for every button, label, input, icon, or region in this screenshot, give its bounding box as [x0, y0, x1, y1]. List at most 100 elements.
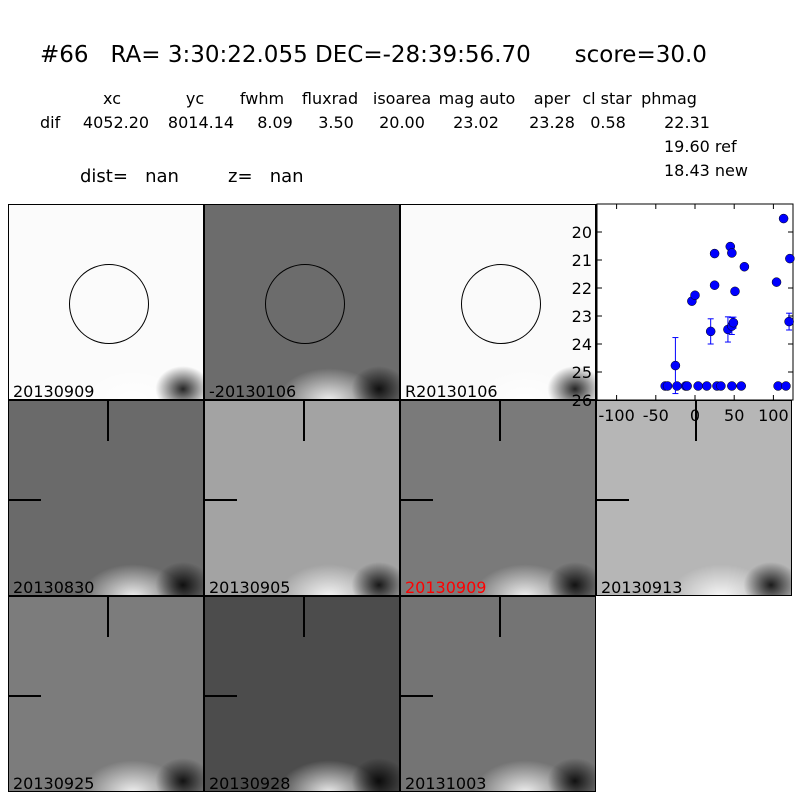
- column-header: aper: [533, 89, 571, 108]
- column-header: yc: [185, 89, 205, 108]
- dark-blob: [545, 560, 595, 595]
- image-stamp: 20130928: [204, 596, 400, 792]
- row-label: dif: [40, 113, 61, 132]
- stamp-date-label: 20130905: [209, 578, 291, 596]
- data-point: [693, 381, 703, 391]
- column-value: 0.58: [590, 113, 626, 132]
- data-point: [682, 381, 692, 391]
- crosshair-horizontal: [9, 499, 41, 501]
- y-tick-label: 26: [572, 391, 592, 410]
- aperture-circle: [69, 264, 149, 344]
- image-stamp: -20130106: [204, 204, 400, 400]
- crosshair-vertical: [499, 401, 501, 441]
- y-tick-label: 22: [572, 279, 592, 298]
- y-tick-label: 24: [572, 335, 592, 354]
- data-point: [690, 290, 700, 301]
- dark-blob: [349, 364, 399, 399]
- crosshair-vertical: [107, 401, 109, 441]
- column-value: 22.31: [664, 113, 710, 132]
- dark-blob: [741, 560, 791, 595]
- stamp-date-label: 20130909: [405, 578, 487, 596]
- column-header: mag auto: [438, 89, 516, 108]
- dark-blob: [153, 364, 203, 399]
- data-point: [709, 248, 720, 259]
- data-point: [730, 286, 740, 297]
- data-point: [778, 213, 789, 224]
- data-point: [736, 381, 747, 391]
- column-value: 23.02: [453, 113, 499, 132]
- crosshair-vertical: [303, 597, 305, 637]
- x-tick-label: -50: [643, 406, 669, 425]
- data-point: [716, 381, 726, 391]
- column-header: phmag: [641, 89, 697, 108]
- stamp-date-label: 20130830: [13, 578, 95, 596]
- column-value: 23.28: [529, 113, 575, 132]
- column-value: 3.50: [318, 113, 354, 132]
- image-stamp: 20130909: [400, 400, 596, 596]
- data-point: [709, 280, 720, 290]
- data-point: [728, 317, 739, 328]
- x-tick-label: -100: [598, 406, 634, 425]
- crosshair-vertical: [303, 401, 305, 441]
- image-stamp: 20130830: [8, 400, 204, 596]
- ref-mag: 19.60 ref: [664, 137, 737, 156]
- data-point: [727, 248, 737, 258]
- image-stamp: R20130106: [400, 204, 596, 400]
- crosshair-vertical: [499, 597, 501, 637]
- data-point: [739, 261, 750, 272]
- column-header: fwhm: [239, 89, 285, 108]
- stamp-date-label: 20130925: [13, 774, 95, 792]
- data-point: [784, 316, 794, 327]
- image-stamp: 20130909: [8, 204, 204, 400]
- stamp-date-label: 20130909: [13, 382, 95, 400]
- image-stamp: 20130913: [596, 400, 792, 596]
- dark-blob: [153, 756, 203, 791]
- x-tick-label: 0: [690, 406, 700, 425]
- data-point: [727, 381, 737, 391]
- candidate-title: #66 RA= 3:30:22.055 DEC=-28:39:56.70 sco…: [40, 42, 707, 68]
- y-tick-label: 21: [572, 251, 592, 270]
- data-point: [670, 360, 681, 371]
- x-tick-label: 50: [724, 406, 744, 425]
- column-value: 8014.14: [167, 113, 235, 132]
- data-point: [781, 381, 791, 391]
- crosshair-horizontal: [9, 695, 41, 697]
- column-value: 8.09: [257, 113, 293, 132]
- crosshair-horizontal: [401, 695, 433, 697]
- dark-blob: [545, 756, 595, 791]
- dark-blob: [349, 560, 399, 595]
- column-header: cl star: [582, 89, 632, 108]
- image-stamp: 20131003: [400, 596, 596, 792]
- crosshair-horizontal: [597, 499, 629, 501]
- z-label: z= nan: [228, 166, 304, 187]
- crosshair-horizontal: [401, 499, 433, 501]
- data-point: [672, 381, 682, 391]
- column-header: fluxrad: [301, 89, 359, 108]
- x-tick-label: 100: [758, 406, 789, 425]
- column-value: 20.00: [379, 113, 425, 132]
- image-stamp: 20130905: [204, 400, 400, 596]
- light-curve-plot: -100 -50 0 50 100 20 21 22 23 24 25 26: [572, 203, 795, 425]
- column-header: xc: [103, 89, 121, 108]
- data-point: [771, 277, 782, 287]
- aperture-circle: [265, 264, 345, 344]
- aperture-circle: [461, 264, 541, 344]
- image-stamp: 20130925: [8, 596, 204, 792]
- column-value: 4052.20: [82, 113, 150, 132]
- dist-label: dist= nan: [80, 166, 179, 187]
- dark-blob: [545, 364, 595, 399]
- stamp-date-label: 20130913: [601, 578, 683, 596]
- y-tick-label: 25: [572, 363, 592, 382]
- crosshair-vertical: [107, 597, 109, 637]
- stamp-date-label: 20130928: [209, 774, 291, 792]
- y-tick-label: 23: [572, 307, 592, 326]
- crosshair-horizontal: [205, 695, 237, 697]
- crosshair-horizontal: [205, 499, 237, 501]
- column-header: isoarea: [372, 89, 432, 108]
- data-point: [705, 326, 716, 337]
- dark-blob: [153, 560, 203, 595]
- y-tick-label: 20: [572, 223, 592, 242]
- stamp-date-label: -20130106: [209, 382, 297, 400]
- stamp-date-label: R20130106: [405, 382, 498, 400]
- stamp-date-label: 20131003: [405, 774, 487, 792]
